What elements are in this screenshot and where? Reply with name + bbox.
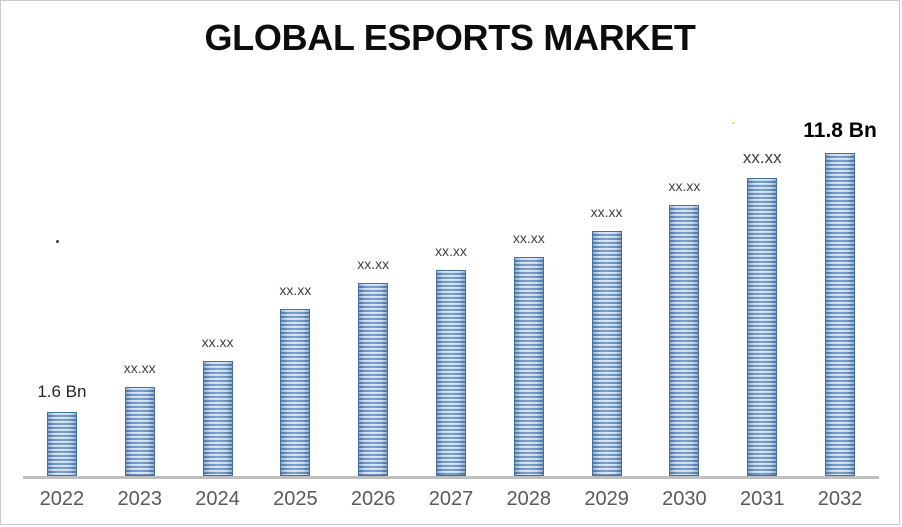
x-tick-2029: 2029 [584, 488, 629, 510]
bar-column-2024: xx.xx [179, 1, 257, 476]
bar-value-label-2029: xx.xx [590, 204, 623, 221]
x-tick-2022: 2022 [39, 488, 85, 510]
bar-column-2029: xx.xx [568, 1, 646, 476]
bar-2025 [280, 309, 311, 476]
bar-value-label-2028: xx.xx [512, 230, 545, 247]
bar-value-label-2022: 1.6 Bn [37, 382, 87, 402]
bar-2028 [513, 257, 544, 476]
bar-column-2025: xx.xx [256, 1, 334, 476]
bar-column-2031: xx.xx [723, 1, 801, 476]
bar-2031 [747, 178, 778, 476]
bar-column-2032: 11.8 Bn [801, 1, 879, 476]
x-tick-2031: 2031 [739, 488, 785, 510]
bar-2022 [46, 412, 77, 476]
bar-2023 [124, 387, 155, 476]
bar-2030 [669, 205, 700, 476]
x-tick-2023: 2023 [117, 488, 162, 510]
bar-2026 [358, 283, 389, 476]
bar-value-label-2025: xx.xx [279, 282, 312, 299]
x-tick-2030: 2030 [662, 488, 707, 510]
chart-title: GLOBAL ESPORTS MARKET [204, 17, 696, 58]
bar-column-2026: xx.xx [334, 1, 412, 476]
stray-dot-artifact [56, 240, 59, 243]
bar-column-2023: xx.xx [101, 1, 179, 476]
bar-column-2027: xx.xx [412, 1, 490, 476]
bar-value-label-2027: xx.xx [435, 243, 467, 260]
bar-value-label-2032: 11.8 Bn [803, 118, 877, 142]
x-tick-2027: 2027 [428, 488, 474, 510]
x-axis-line [23, 476, 879, 479]
bar-value-label-2023: xx.xx [123, 360, 156, 377]
bar-value-label-2026: xx.xx [357, 256, 390, 273]
bar-column-2022: 1.6 Bn [23, 1, 101, 476]
x-tick-2024: 2024 [195, 488, 240, 510]
bar-2027 [435, 270, 466, 476]
bar-2024 [202, 361, 233, 476]
bar-column-2030: xx.xx [646, 1, 724, 476]
bar-value-label-2031: xx.xx [742, 148, 782, 168]
bars-container: 1.6 Bn xx.xx xx.xx xx.xx xx.xx xx.xx xx.xx xx.x… [23, 1, 879, 476]
bar-2029 [591, 231, 622, 476]
bar-value-label-2030: xx.xx [668, 178, 701, 195]
x-axis-labels: 2022 2023 2024 2025 2026 2027 2028 2029 2030 2031… [23, 488, 879, 511]
bar-value-label-2024: xx.xx [201, 334, 234, 351]
x-tick-2028: 2028 [506, 488, 552, 510]
x-tick-2025: 2025 [273, 488, 318, 510]
x-tick-2032: 2032 [817, 488, 863, 510]
stray-speck-artifact [732, 122, 735, 124]
x-tick-2026: 2026 [350, 488, 396, 510]
bar-column-2028: xx.xx [490, 1, 568, 476]
bar-2032 [825, 153, 856, 476]
